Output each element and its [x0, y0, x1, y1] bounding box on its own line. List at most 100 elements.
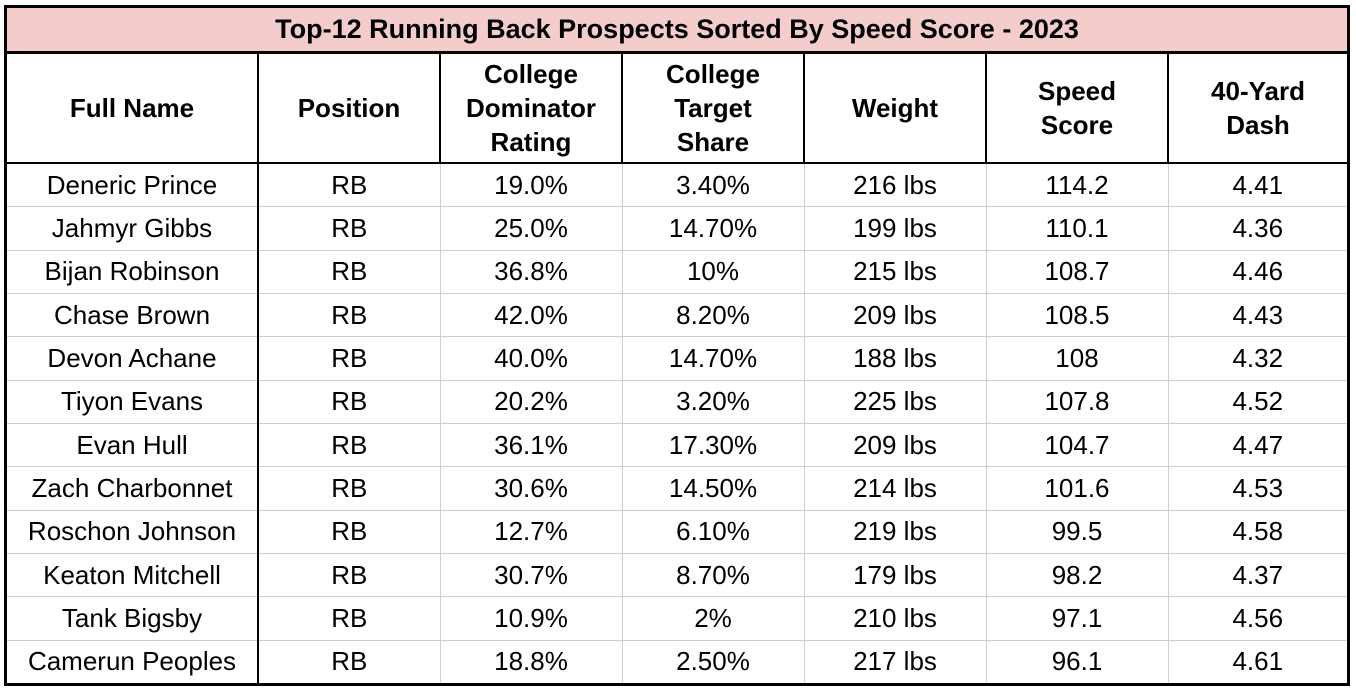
- cell-40-yard-dash: 4.61: [1232, 646, 1284, 677]
- header-line: Target: [674, 93, 752, 123]
- table-row: Deneric Prince RB 19.0% 3.40% 216 lbs 114.2 4.…: [7, 163, 1348, 208]
- cell-40-yard-dash: 4.53: [1168, 466, 1348, 511]
- table-row: Chase Brown RB 42.0% 8.20% 209 lbs 108.5 4.43: [7, 293, 1348, 338]
- table-row: Jahmyr Gibbs RB 25.0% 14.70% 199 lbs 110.1 4.3…: [7, 206, 1348, 251]
- cell-weight: 217 lbs: [804, 640, 987, 683]
- cell-40-yard-dash: 4.37: [1168, 553, 1348, 598]
- cell-speed-score: 108: [986, 336, 1169, 381]
- header-line: Dominator: [466, 93, 596, 123]
- table-row: Camerun Peoples RB 18.8% 2.50% 217 lbs 96.1 4.…: [7, 640, 1347, 683]
- cell-target-share: 3.40%: [622, 163, 805, 208]
- cell-weight: 210 lbs: [804, 596, 987, 641]
- header-line: Score: [1040, 110, 1114, 140]
- cell-target-share: 3.20%: [622, 380, 805, 424]
- cell-dominator-rating: 18.8%: [440, 640, 623, 683]
- cell-dominator-rating: 19.0%: [440, 163, 623, 208]
- header-line: College: [484, 59, 578, 89]
- cell-40-yard-dash: 4.41: [1168, 163, 1348, 208]
- cell-40-yard-dash: 4.36: [1168, 206, 1348, 251]
- cell-dominator-rating: 36.1%: [440, 423, 623, 468]
- table-frame: Top-12 Running Back Prospects Sorted By …: [4, 5, 1350, 686]
- cell-speed-score: 108.7: [986, 250, 1169, 295]
- cell-target-share: 2.50%: [622, 640, 805, 683]
- cell-target-share: 14.50%: [622, 466, 805, 511]
- table-row: Evan Hull RB 36.1% 17.30% 209 lbs 104.7 4.47: [7, 423, 1348, 468]
- cell-position: RB: [258, 293, 441, 338]
- cell-full-name: Roschon Johnson: [7, 510, 259, 554]
- cell-weight: 209 lbs: [804, 293, 987, 338]
- cell-target-share: 17.30%: [622, 423, 805, 468]
- cell-target-share: 10%: [622, 250, 805, 295]
- cell-position: RB: [258, 336, 441, 381]
- cell-40-yard-dash: 4.43: [1168, 293, 1348, 338]
- cell-dominator-rating: 36.8%: [440, 250, 623, 295]
- cell-full-name: Tiyon Evans: [7, 380, 259, 424]
- cell-weight: 188 lbs: [804, 336, 987, 381]
- cell-full-name: Keaton Mitchell: [7, 553, 259, 598]
- cell-speed-score: 98.2: [986, 553, 1169, 598]
- cell-weight: 214 lbs: [804, 466, 987, 511]
- cell-speed-score: 114.2: [986, 163, 1169, 208]
- cell-dominator-rating: 42.0%: [440, 293, 623, 338]
- header-line: Rating: [490, 127, 572, 157]
- cell-dominator-rating: 40.0%: [440, 336, 623, 381]
- cell-position: RB: [258, 640, 441, 683]
- table-row: Zach Charbonnet RB 30.6% 14.50% 214 lbs 101.6…: [7, 466, 1348, 511]
- cell-weight: 209 lbs: [804, 423, 987, 468]
- table-row: Tiyon Evans RB 20.2% 3.20% 225 lbs 107.8 4.52: [7, 380, 1348, 424]
- cell-position: RB: [258, 510, 441, 554]
- cell-dominator-rating: 10.9%: [440, 596, 623, 641]
- table-row: Tank Bigsby RB 10.9% 2% 210 lbs 97.1 4.56: [7, 596, 1348, 641]
- header-line: Full Name: [69, 93, 195, 123]
- cell-dominator-rating: 20.2%: [440, 380, 623, 424]
- cell-full-name: Tank Bigsby: [7, 596, 259, 641]
- header-line: Dash: [1226, 110, 1290, 140]
- cell-40-yard-dash: 4.32: [1168, 336, 1348, 381]
- cell-40-yard-dash: 4.52: [1168, 380, 1348, 424]
- title-row: Top-12 Running Back Prospects Sorted By …: [7, 8, 1348, 54]
- cell-40-yard-dash: 4.56: [1168, 596, 1348, 641]
- cell-target-share: 6.10%: [622, 510, 805, 554]
- table-row: Roschon Johnson RB 12.7% 6.10% 219 lbs 99.5 4.…: [7, 510, 1348, 554]
- cell-weight: 225 lbs: [804, 380, 987, 424]
- cell-position: RB: [258, 206, 441, 251]
- cell-dominator-rating: 25.0%: [440, 206, 623, 251]
- header-line: Share: [676, 127, 750, 157]
- header-position: Position: [258, 52, 441, 164]
- cell-speed-score: 108.5: [986, 293, 1169, 338]
- cell-dominator-rating: 30.6%: [440, 466, 623, 511]
- header-line: Speed: [1037, 76, 1117, 106]
- cell-weight: 179 lbs: [804, 553, 987, 598]
- cell-speed-score: 107.8: [986, 380, 1169, 424]
- cell-position: RB: [258, 423, 441, 468]
- cell-target-share: 8.20%: [622, 293, 805, 338]
- header-weight: Weight: [804, 52, 987, 164]
- cell-weight: 219 lbs: [804, 510, 987, 554]
- table-body: Deneric Prince RB 19.0% 3.40% 216 lbs 114.2 4.…: [7, 163, 1348, 683]
- cell-speed-score: 99.5: [986, 510, 1169, 554]
- cell-speed-score: 96.1: [986, 640, 1169, 683]
- cell-position: RB: [258, 553, 441, 598]
- table-title: Top-12 Running Back Prospects Sorted By …: [7, 8, 1348, 54]
- cell-position: RB: [258, 163, 441, 208]
- cell-target-share: 2%: [622, 596, 805, 641]
- cell-full-name: Devon Achane: [7, 336, 259, 381]
- cell-weight: 216 lbs: [804, 163, 987, 208]
- table-row: Devon Achane RB 40.0% 14.70% 188 lbs 108 4.32: [7, 336, 1348, 381]
- table-row: Keaton Mitchell RB 30.7% 8.70% 179 lbs 98.2 4.…: [7, 553, 1348, 598]
- header-line: Weight: [851, 93, 939, 123]
- cell-position: RB: [258, 380, 441, 424]
- cell-speed-score: 101.6: [986, 466, 1169, 511]
- cell-full-name: Deneric Prince: [7, 163, 259, 208]
- cell-target-share: 8.70%: [622, 553, 805, 598]
- cell-weight: 199 lbs: [804, 206, 987, 251]
- header-full-name: Full Name: [7, 52, 259, 164]
- cell-full-name: Camerun Peoples: [7, 640, 259, 683]
- cell-speed-score: 97.1: [986, 596, 1169, 641]
- header-line: College: [666, 59, 760, 89]
- header-speed-score: Speed Score: [986, 52, 1169, 164]
- cell-dominator-rating: 12.7%: [440, 510, 623, 554]
- header-college-target-share: College Target Share: [622, 52, 805, 164]
- cell-full-name: Bijan Robinson: [7, 250, 259, 295]
- cell-full-name: Zach Charbonnet: [7, 466, 259, 511]
